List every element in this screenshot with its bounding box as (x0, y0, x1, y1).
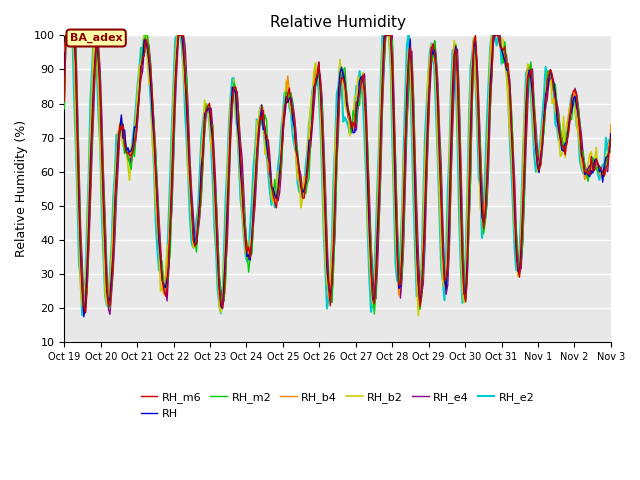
RH_e4 (184, 109, 192, 115)
Text: BA_adex: BA_adex (70, 33, 122, 43)
RH_b2 (516, 265, 524, 271)
Line: RH_e2: RH_e2 (64, 36, 611, 315)
RH_b4 (511, 226, 518, 232)
RH_e4 (607, 141, 614, 147)
RH_b4 (80, 313, 88, 319)
RH_m6 (511, 197, 518, 203)
RH_e2 (369, 300, 376, 305)
RH_b2 (367, 285, 375, 290)
RH_m6 (371, 300, 378, 306)
RH_e2 (516, 247, 524, 252)
RH_b4 (517, 235, 525, 240)
RH_m2 (60, 106, 68, 111)
RH_e4 (68, 33, 76, 38)
RH_e2 (509, 204, 517, 210)
Title: Relative Humidity: Relative Humidity (269, 15, 406, 30)
RH_m2 (607, 149, 614, 155)
Y-axis label: Relative Humidity (%): Relative Humidity (%) (15, 120, 28, 257)
RH_m6 (60, 98, 68, 104)
RH_m2 (517, 259, 525, 264)
RH (62, 33, 70, 38)
RH_b4 (607, 121, 614, 127)
RH_e2 (607, 138, 614, 144)
RH (80, 314, 88, 320)
RH_m6 (607, 135, 614, 141)
RH_e2 (67, 33, 75, 38)
RH_e2 (78, 312, 86, 318)
RH_m2 (511, 207, 518, 213)
RH_m6 (184, 130, 192, 136)
RH_b2 (223, 171, 231, 177)
RH_m6 (82, 310, 90, 316)
Line: RH_e4: RH_e4 (64, 36, 611, 314)
RH (511, 205, 518, 211)
RH_e4 (227, 136, 234, 142)
RH_b2 (415, 312, 422, 318)
RH_e4 (60, 105, 68, 111)
RH_b2 (509, 181, 517, 187)
RH_m6 (68, 33, 76, 38)
RH_m2 (371, 311, 378, 317)
RH_e4 (62, 33, 70, 38)
RH (607, 131, 614, 136)
RH_b2 (607, 137, 614, 143)
RH_b4 (60, 49, 68, 55)
Line: RH: RH (64, 36, 611, 317)
RH_b2 (181, 91, 189, 96)
RH (60, 72, 68, 78)
RH_m6 (62, 33, 70, 38)
RH_e4 (517, 265, 525, 271)
RH_b4 (371, 299, 378, 304)
RH_e2 (60, 33, 68, 38)
RH_e2 (225, 118, 233, 124)
RH_m2 (183, 76, 191, 82)
RH_b4 (184, 156, 192, 162)
RH_b2 (60, 33, 68, 38)
RH_b4 (68, 33, 76, 38)
RH_m2 (225, 180, 233, 185)
RH_e4 (106, 312, 114, 317)
RH_m2 (62, 33, 70, 38)
RH_m6 (517, 255, 525, 261)
Line: RH_b2: RH_b2 (64, 36, 611, 315)
RH (68, 33, 76, 38)
RH_m2 (68, 33, 76, 38)
RH_e4 (511, 177, 518, 182)
RH_m2 (369, 286, 376, 292)
RH (371, 298, 378, 303)
RH_b4 (62, 33, 70, 38)
RH (184, 139, 192, 145)
RH_b2 (67, 33, 75, 38)
RH (517, 245, 525, 251)
RH_m6 (227, 125, 234, 131)
Legend: RH_m6, RH, RH_m2, RH_b4, RH_b2, RH_e4, RH_e2: RH_m6, RH, RH_m2, RH_b4, RH_b2, RH_e4, R… (136, 388, 539, 423)
Line: RH_m2: RH_m2 (64, 36, 611, 314)
RH_e4 (371, 295, 378, 301)
RH_e2 (183, 138, 191, 144)
Line: RH_b4: RH_b4 (64, 36, 611, 316)
RH (227, 114, 234, 120)
Line: RH_m6: RH_m6 (64, 36, 611, 313)
RH_b4 (227, 106, 234, 111)
